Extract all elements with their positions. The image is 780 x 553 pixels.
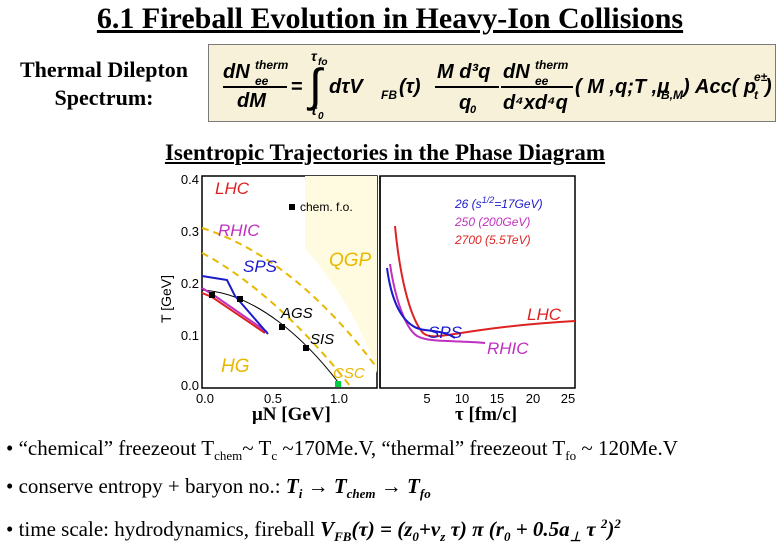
left-x-axis-label: μN [GeV] xyxy=(252,404,331,425)
frac2-sub: ee xyxy=(535,74,549,88)
label-hg: HG xyxy=(221,356,250,377)
x-tick: 5 xyxy=(423,391,430,406)
equation-label: Thermal Dilepton Spectrum: xyxy=(6,56,202,112)
chem-fo-point xyxy=(237,296,243,302)
y-tick: 0.1 xyxy=(181,328,199,343)
phase-boundary-lower xyxy=(201,252,351,387)
frac2-sup: therm xyxy=(535,58,569,72)
right-x-ticks: 5 10 15 20 25 xyxy=(423,391,575,406)
integrand: dτV xyxy=(329,76,364,98)
sps-trajectory xyxy=(201,275,269,335)
frac2-numerator: dN xyxy=(503,61,530,83)
right-panel-frame xyxy=(379,175,576,389)
bullet-timescale: • time scale: hydrodynamics, fireball VF… xyxy=(6,516,621,545)
x-tick: 15 xyxy=(490,391,504,406)
label-sis: SIS xyxy=(310,331,334,348)
args-sub: B,M xyxy=(661,88,684,102)
freezeout-curve xyxy=(201,289,342,387)
equation-box: dN therm ee dM = ∫ τ fo τ 0 dτV FB (τ) M… xyxy=(208,44,776,122)
y-axis-ticks: 0.0 0.1 0.2 0.3 0.4 xyxy=(181,172,199,393)
label-sps: SPS xyxy=(243,257,278,276)
legend-lhc: 2700 (5.5TeV) xyxy=(454,233,531,247)
label-sps-right: SPS xyxy=(428,323,463,342)
y-tick: 0.0 xyxy=(181,378,199,393)
acceptance-sup: e± xyxy=(754,70,768,84)
left-panel: chem. f.o. LHC RHIC SPS AGS SIS QGP HG C… xyxy=(158,172,378,406)
args-close: ) xyxy=(681,76,690,98)
acceptance-close: ) xyxy=(763,76,772,98)
integral-upper: τ xyxy=(311,48,318,64)
label-lhc: LHC xyxy=(215,179,250,198)
integral-lower-sub: 0 xyxy=(318,111,324,121)
args: ( M ,q;T ,μ xyxy=(575,76,669,98)
equation-label-line2: Spectrum: xyxy=(54,85,154,110)
integrand-arg: (τ) xyxy=(399,76,421,98)
lhc-tau-trajectory xyxy=(394,225,576,338)
slide-title: 6.1 Fireball Evolution in Heavy-Ion Coll… xyxy=(96,2,684,35)
chem-fo-point xyxy=(303,345,309,351)
right-legend: 26 (s1/2=17GeV) 250 (200GeV) 2700 (5.5Te… xyxy=(454,195,543,247)
lhs-sup: therm xyxy=(255,58,289,72)
section-subtitle: Isentropic Trajectories in the Phase Dia… xyxy=(164,140,606,165)
label-rhic: RHIC xyxy=(218,221,260,240)
dilepton-equation: dN therm ee dM = ∫ τ fo τ 0 dτV FB (τ) M… xyxy=(223,48,772,122)
label-rhic-right: RHIC xyxy=(487,339,529,358)
legend-chem-fo: chem. f.o. xyxy=(300,200,353,214)
y-axis-label: T [GeV] xyxy=(158,275,174,323)
frac1-den-sub: 0 xyxy=(470,104,477,116)
bullet-list: • “chemical” freezeout Tchem~ Tc ~170Me.… xyxy=(6,433,678,553)
label-csc: CSC xyxy=(333,365,365,382)
acceptance: Acc( p xyxy=(694,76,756,98)
frac1-denominator: q xyxy=(459,92,471,114)
x-tick: 25 xyxy=(561,391,575,406)
equals-sign: = xyxy=(291,76,303,98)
frac1-numerator: M d³q xyxy=(437,61,490,83)
chem-fo-point xyxy=(209,292,215,298)
lhs-numerator: dN xyxy=(223,61,250,83)
x-tick: 0.5 xyxy=(264,391,282,406)
y-tick: 0.3 xyxy=(181,224,199,239)
chem-fo-point xyxy=(279,324,285,330)
frac2-denominator: d⁴xd⁴q xyxy=(503,92,568,114)
lhs-sub: ee xyxy=(255,74,269,88)
right-x-axis-label: τ [fm/c] xyxy=(455,404,518,425)
rhic-tau-trajectory xyxy=(389,263,486,344)
x-tick: 10 xyxy=(455,391,469,406)
left-x-ticks: 0.0 0.5 1.0 xyxy=(196,391,348,406)
acceptance-sub: t xyxy=(754,88,759,102)
bullet-entropy: • conserve entropy + baryon no.: Ti → Tc… xyxy=(6,474,431,502)
x-tick: 20 xyxy=(526,391,540,406)
integral-upper-sub: fo xyxy=(318,57,327,68)
x-tick: 0.0 xyxy=(196,391,214,406)
sps-tau-trajectory xyxy=(386,267,456,339)
y-tick: 0.2 xyxy=(181,276,199,291)
lhs-denominator: dM xyxy=(237,90,267,112)
legend-rhic: 250 (200GeV) xyxy=(454,215,530,229)
x-tick: 1.0 xyxy=(330,391,348,406)
y-tick: 0.4 xyxy=(181,172,199,187)
label-qgp: QGP xyxy=(329,250,372,271)
label-lhc-right: LHC xyxy=(527,305,562,324)
phase-boundary-upper xyxy=(201,227,378,369)
phase-diagram-figure: chem. f.o. LHC RHIC SPS AGS SIS QGP HG C… xyxy=(158,172,576,406)
csc-marker xyxy=(335,381,341,387)
integrand-sub: FB xyxy=(381,88,397,102)
equation-label-line1: Thermal Dilepton xyxy=(19,57,189,82)
label-ags: AGS xyxy=(280,305,313,322)
integral-lower: τ xyxy=(311,102,318,118)
bullet-freezeout: • “chemical” freezeout Tchem~ Tc ~170Me.… xyxy=(6,436,678,464)
legend-marker xyxy=(289,204,295,210)
right-panel: 26 (s1/2=17GeV) 250 (200GeV) 2700 (5.5Te… xyxy=(379,175,576,406)
qgp-region xyxy=(305,176,377,373)
legend-sps: 26 (s1/2=17GeV) xyxy=(454,195,543,211)
integral-sign: ∫ xyxy=(306,59,324,111)
